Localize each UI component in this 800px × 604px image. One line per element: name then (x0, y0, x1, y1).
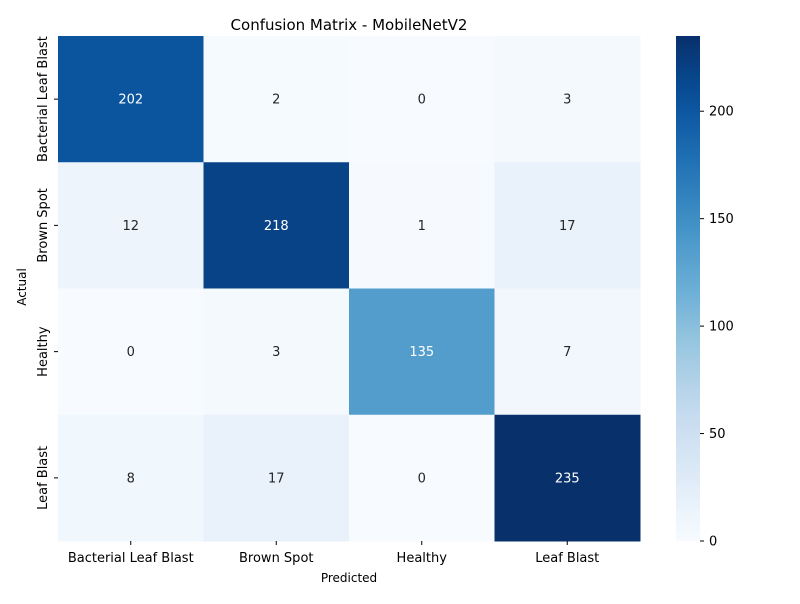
cell-value-label: 17 (268, 471, 285, 486)
heatmap-cell (349, 414, 495, 542)
cell-value-label: 1 (418, 219, 426, 234)
x-tick-label: Bacterial Leaf Blast (68, 551, 194, 566)
heatmap-cell (349, 162, 495, 289)
y-tick-label: Brown Spot (36, 188, 51, 263)
heatmap-cell (203, 36, 350, 163)
heatmap-cell (203, 162, 350, 289)
cell-value-label: 7 (563, 345, 571, 360)
heatmap-cell (203, 414, 350, 542)
heatmap-cell (494, 288, 641, 416)
cell-value-label: 218 (264, 219, 289, 234)
cell-value-label: 235 (555, 471, 580, 486)
x-tick-label: Brown Spot (239, 551, 314, 566)
colorbar-gradient (676, 36, 700, 541)
colorbar-tick-label: 200 (709, 105, 734, 120)
heatmap-cell (349, 288, 495, 416)
cell-value-label: 8 (127, 471, 135, 486)
heatmap-cell (494, 414, 641, 542)
y-axis-label: Actual (15, 268, 29, 306)
cell-value-label: 3 (272, 345, 280, 360)
cell-value-label: 2 (272, 93, 280, 108)
heatmap-cell (58, 288, 204, 416)
heatmap-cell (58, 162, 204, 289)
x-axis-label: Predicted (321, 571, 377, 585)
cell-value-label: 202 (118, 93, 143, 108)
cell-value-label: 0 (418, 471, 426, 486)
heatmap-cell (494, 162, 641, 289)
cell-value-label: 12 (122, 219, 139, 234)
cell-value-label: 3 (563, 93, 571, 108)
y-tick-label: Leaf Blast (36, 446, 51, 510)
colorbar-tick-label: 100 (709, 320, 734, 335)
cell-value-label: 0 (127, 345, 135, 360)
x-tick-label: Healthy (397, 551, 448, 566)
colorbar-tick-label: 150 (709, 212, 734, 227)
cell-annotations: 202 2 0 3 12 218 1 17 0 3 135 7 8 17 0 235 (118, 93, 579, 487)
colorbar-tick-label: 0 (709, 535, 717, 550)
y-tick-label: Bacterial Leaf Blast (36, 36, 51, 162)
heatmap-cell (494, 36, 641, 163)
heatmap-cell (349, 36, 495, 163)
cell-value-label: 0 (418, 93, 426, 108)
cell-value-label: 135 (409, 345, 434, 360)
y-axis-ticks: Bacterial Leaf Blast Brown Spot Healthy Lea… (36, 36, 58, 510)
cell-value-label: 17 (559, 219, 576, 234)
heatmap-cells (58, 36, 641, 542)
colorbar: 0 50 100 150 200 (676, 36, 734, 550)
heatmap-cell (203, 288, 350, 416)
chart-title: Confusion Matrix - MobileNetV2 (231, 16, 468, 34)
x-axis-ticks: Bacterial Leaf Blast Brown Spot Healthy Lea… (68, 541, 599, 566)
heatmap-cell (58, 36, 204, 163)
y-tick-label: Healthy (36, 326, 51, 377)
x-tick-label: Leaf Blast (535, 551, 599, 566)
colorbar-tick-label: 50 (709, 427, 726, 442)
heatmap-cell (58, 414, 204, 542)
